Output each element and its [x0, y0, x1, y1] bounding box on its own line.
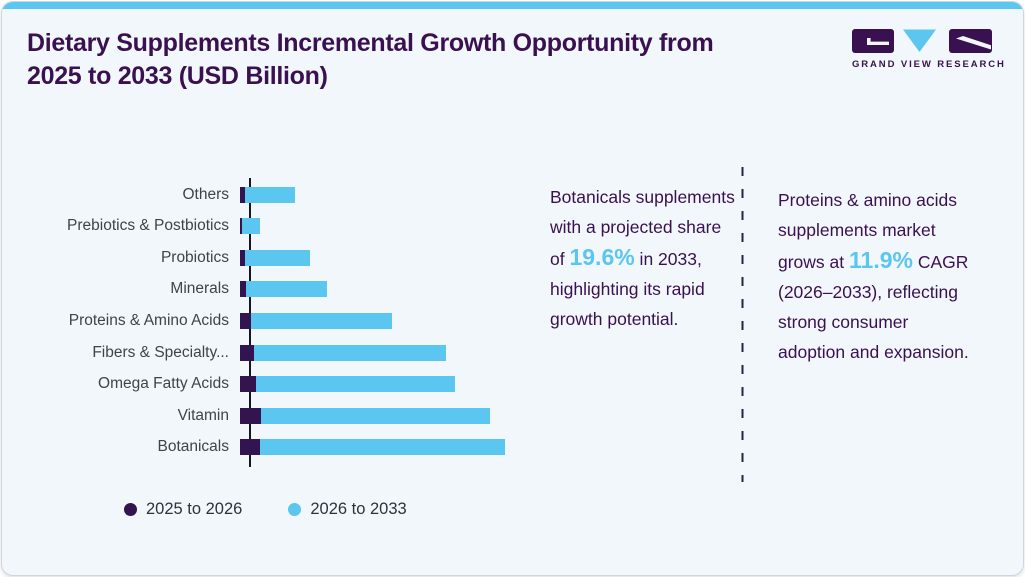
- category-label: Prebiotics & Postbiotics: [67, 217, 229, 235]
- bar-track: [240, 344, 446, 361]
- bar-segment-2026-to-2033: [256, 376, 455, 393]
- legend-swatch-icon: [124, 503, 137, 516]
- legend-swatch-icon: [288, 503, 302, 516]
- bar-segment-2025-to-2026: [240, 249, 245, 266]
- top-accent-strip: [2, 2, 1023, 9]
- brand-logo: GRAND VIEW RESEARCH: [852, 29, 1006, 70]
- bar-segment-2025-to-2026: [240, 344, 254, 361]
- bar-segment-2025-to-2026: [240, 281, 246, 298]
- callout-text: CAGR (2026–2033), reflecting strong cons…: [778, 252, 969, 362]
- bar-segment-2025-to-2026: [240, 376, 256, 393]
- bar-track: [240, 249, 310, 266]
- bar-track: [240, 312, 392, 329]
- bar-segment-2026-to-2033: [242, 218, 260, 235]
- page-title: Dietary Supplements Incremental Growth O…: [27, 29, 714, 90]
- legend: 2025 to 2026 2026 to 2033: [124, 500, 407, 519]
- legend-label: 2026 to 2033: [310, 500, 407, 518]
- bar-segment-2025-to-2026: [240, 312, 251, 329]
- category-label: Others: [182, 185, 229, 203]
- category-label: Botanicals: [157, 438, 229, 456]
- chart-row: Prebiotics & Postbiotics: [32, 211, 552, 243]
- chart-row: Vitamin: [32, 400, 552, 432]
- bar-track: [240, 218, 260, 235]
- bar-segment-2025-to-2026: [240, 439, 260, 456]
- callout-botanicals: Botanicals supplements with a projected …: [550, 182, 738, 334]
- chart-row: Fibers & Specialty...: [32, 337, 552, 369]
- bar-rows: Others Prebiotics & Postbiotics Probiotics…: [32, 179, 552, 463]
- callout-highlight: 19.6%: [569, 244, 635, 270]
- brand-name: GRAND VIEW RESEARCH: [852, 59, 1006, 70]
- gvr-logo-icon: [852, 29, 992, 53]
- chart-row: Omega Fatty Acids: [32, 368, 552, 400]
- callout-proteins: Proteins & amino acids supplements marke…: [778, 185, 976, 367]
- chart-row: Others: [32, 179, 552, 211]
- bar-segment-2026-to-2033: [245, 249, 310, 266]
- bar-track: [240, 376, 455, 393]
- bar-segment-2026-to-2033: [254, 344, 446, 361]
- chart-row: Probiotics: [32, 242, 552, 274]
- category-label: Probiotics: [160, 248, 229, 266]
- bar-segment-2026-to-2033: [251, 312, 392, 329]
- category-label: Omega Fatty Acids: [98, 375, 229, 393]
- bar-segment-2025-to-2026: [240, 218, 242, 235]
- legend-item: 2026 to 2033: [288, 500, 407, 519]
- dashed-divider: [741, 167, 744, 482]
- callout-highlight: 11.9%: [849, 247, 913, 273]
- bar-segment-2025-to-2026: [240, 407, 261, 424]
- bar-track: [240, 281, 327, 298]
- category-label: Vitamin: [177, 406, 229, 424]
- bar-segment-2026-to-2033: [261, 407, 490, 424]
- legend-item: 2025 to 2026: [124, 500, 242, 519]
- callout-text: Proteins & amino acids supplements marke…: [778, 190, 957, 272]
- bar-segment-2026-to-2033: [245, 186, 295, 203]
- callout-text: in 2033, highlighting its rapid growth p…: [550, 249, 705, 329]
- category-label: Proteins & Amino Acids: [68, 311, 229, 329]
- bar-segment-2026-to-2033: [260, 439, 505, 456]
- chart-row: Minerals: [32, 274, 552, 306]
- bar-segment-2025-to-2026: [240, 186, 245, 203]
- legend-label: 2025 to 2026: [146, 500, 243, 518]
- bar-track: [240, 407, 490, 424]
- category-label: Minerals: [170, 280, 229, 298]
- bar-track: [240, 186, 295, 203]
- chart-row: Botanicals: [32, 431, 552, 463]
- category-label: Fibers & Specialty...: [92, 343, 229, 361]
- bar-track: [240, 439, 505, 456]
- chart-row: Proteins & Amino Acids: [32, 305, 552, 337]
- bar-segment-2026-to-2033: [246, 281, 327, 298]
- callout-text: Botanicals supplements with a projected …: [550, 187, 735, 269]
